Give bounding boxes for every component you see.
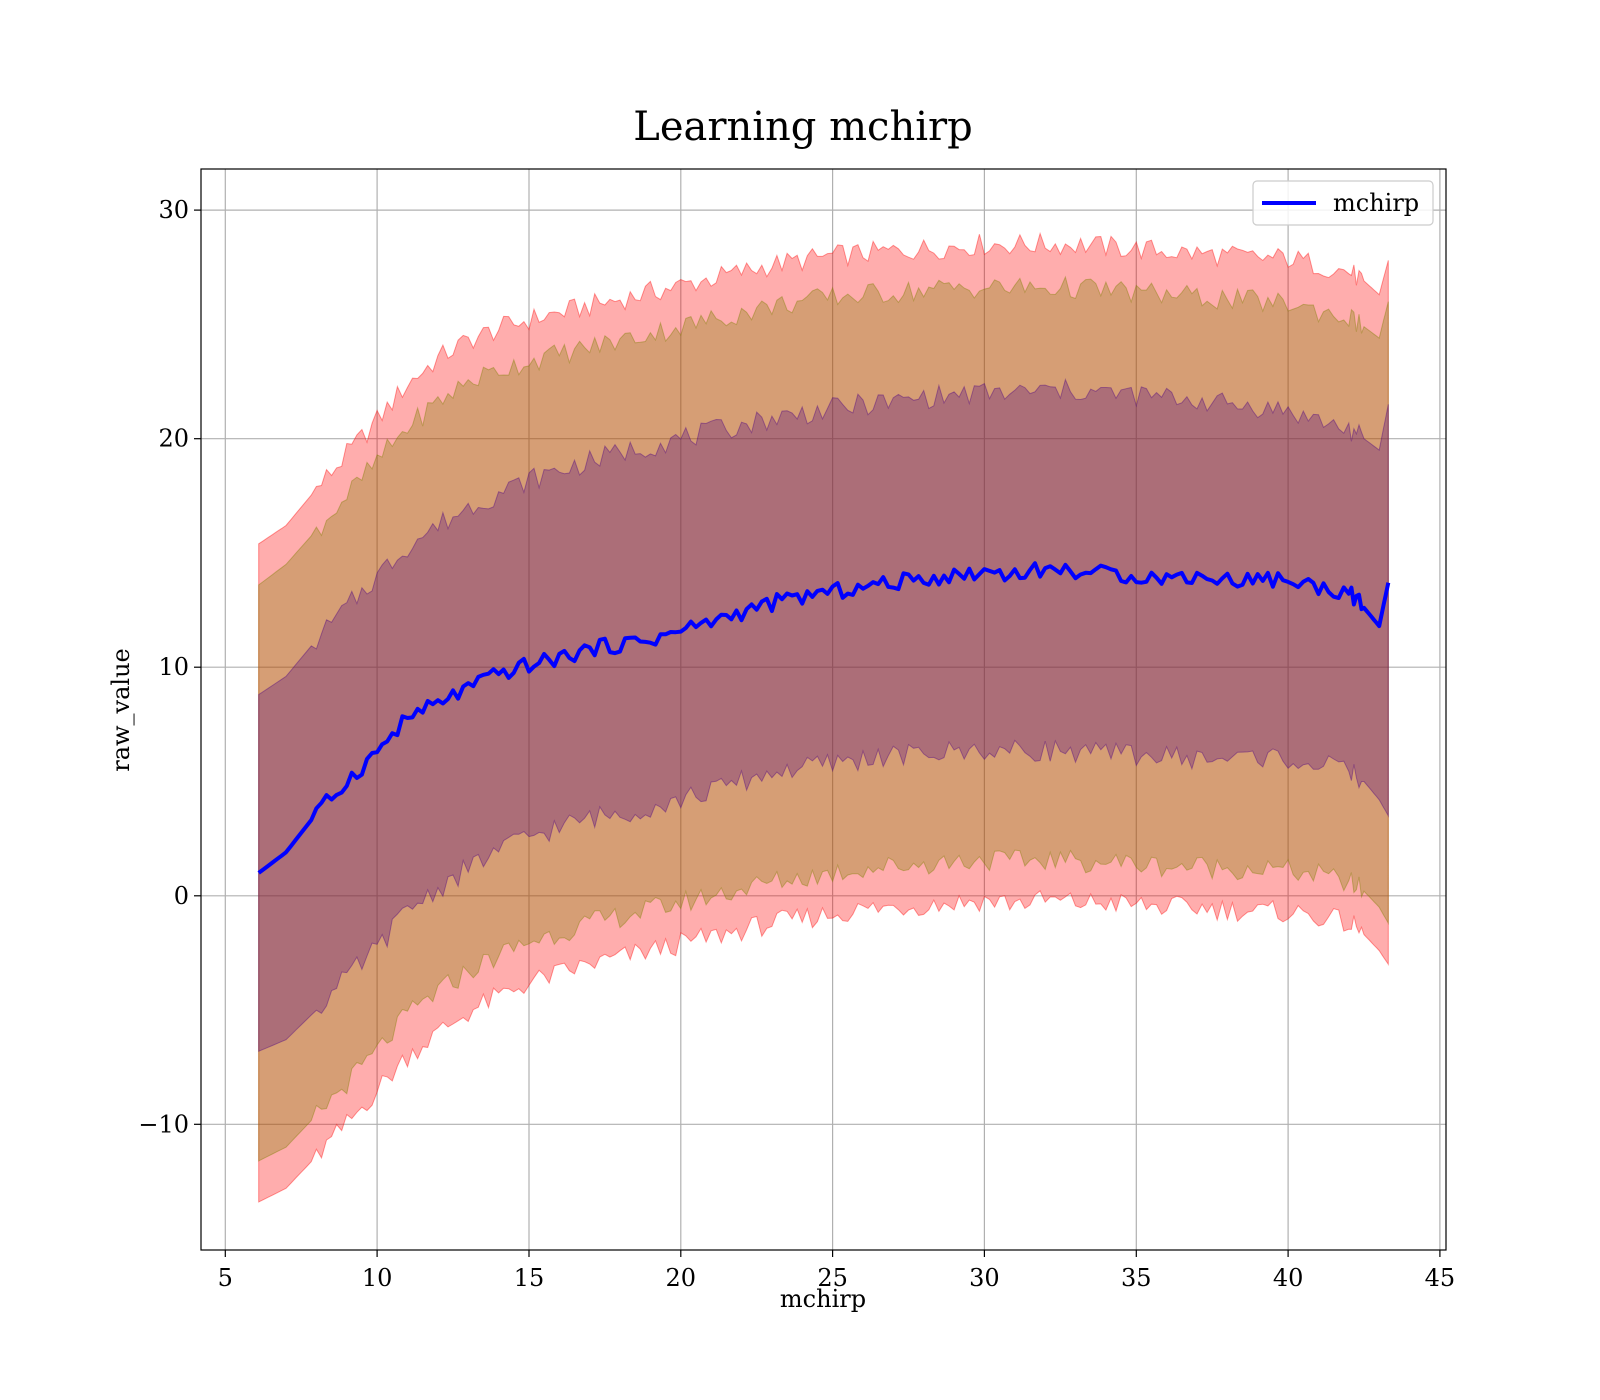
x-tick-label: 15 — [514, 1264, 545, 1292]
series-line-mchirp — [257, 561, 1391, 875]
x-tick-label: 35 — [1121, 1264, 1152, 1292]
y-tick-label: −10 — [138, 1110, 189, 1138]
y-axis-label: raw_value — [107, 648, 135, 772]
band-3sigma — [258, 231, 1389, 1203]
y-tick-label: 30 — [158, 196, 189, 224]
x-tick-label: 30 — [969, 1264, 1000, 1292]
x-axis-label: mchirp — [780, 1285, 866, 1313]
grid — [201, 169, 1446, 1250]
legend-entry: mchirp — [1333, 189, 1419, 217]
x-tick-label: 5 — [218, 1264, 233, 1292]
x-tick-label: 25 — [817, 1264, 848, 1292]
y-tick-label: 0 — [174, 882, 189, 910]
uncertainty-bands — [258, 231, 1389, 1203]
axis-ticks: 5 10 15 20 25 30 35 40 45 −10 0 10 20 30 — [138, 196, 1455, 1292]
x-tick-label: 20 — [666, 1264, 697, 1292]
legend: mchirp — [1252, 180, 1434, 226]
x-tick-label: 40 — [1273, 1264, 1304, 1292]
y-tick-label: 20 — [158, 425, 189, 453]
x-tick-label: 45 — [1425, 1264, 1456, 1292]
x-tick-label: 10 — [362, 1264, 393, 1292]
series-lines — [257, 561, 1391, 875]
plot-frame — [200, 168, 1447, 1251]
band-2sigma — [258, 275, 1389, 1162]
y-tick-label: 10 — [158, 653, 189, 681]
chart-title: Learning mchirp — [633, 104, 972, 150]
legend-box — [1252, 180, 1434, 226]
band-1sigma — [258, 378, 1389, 1052]
